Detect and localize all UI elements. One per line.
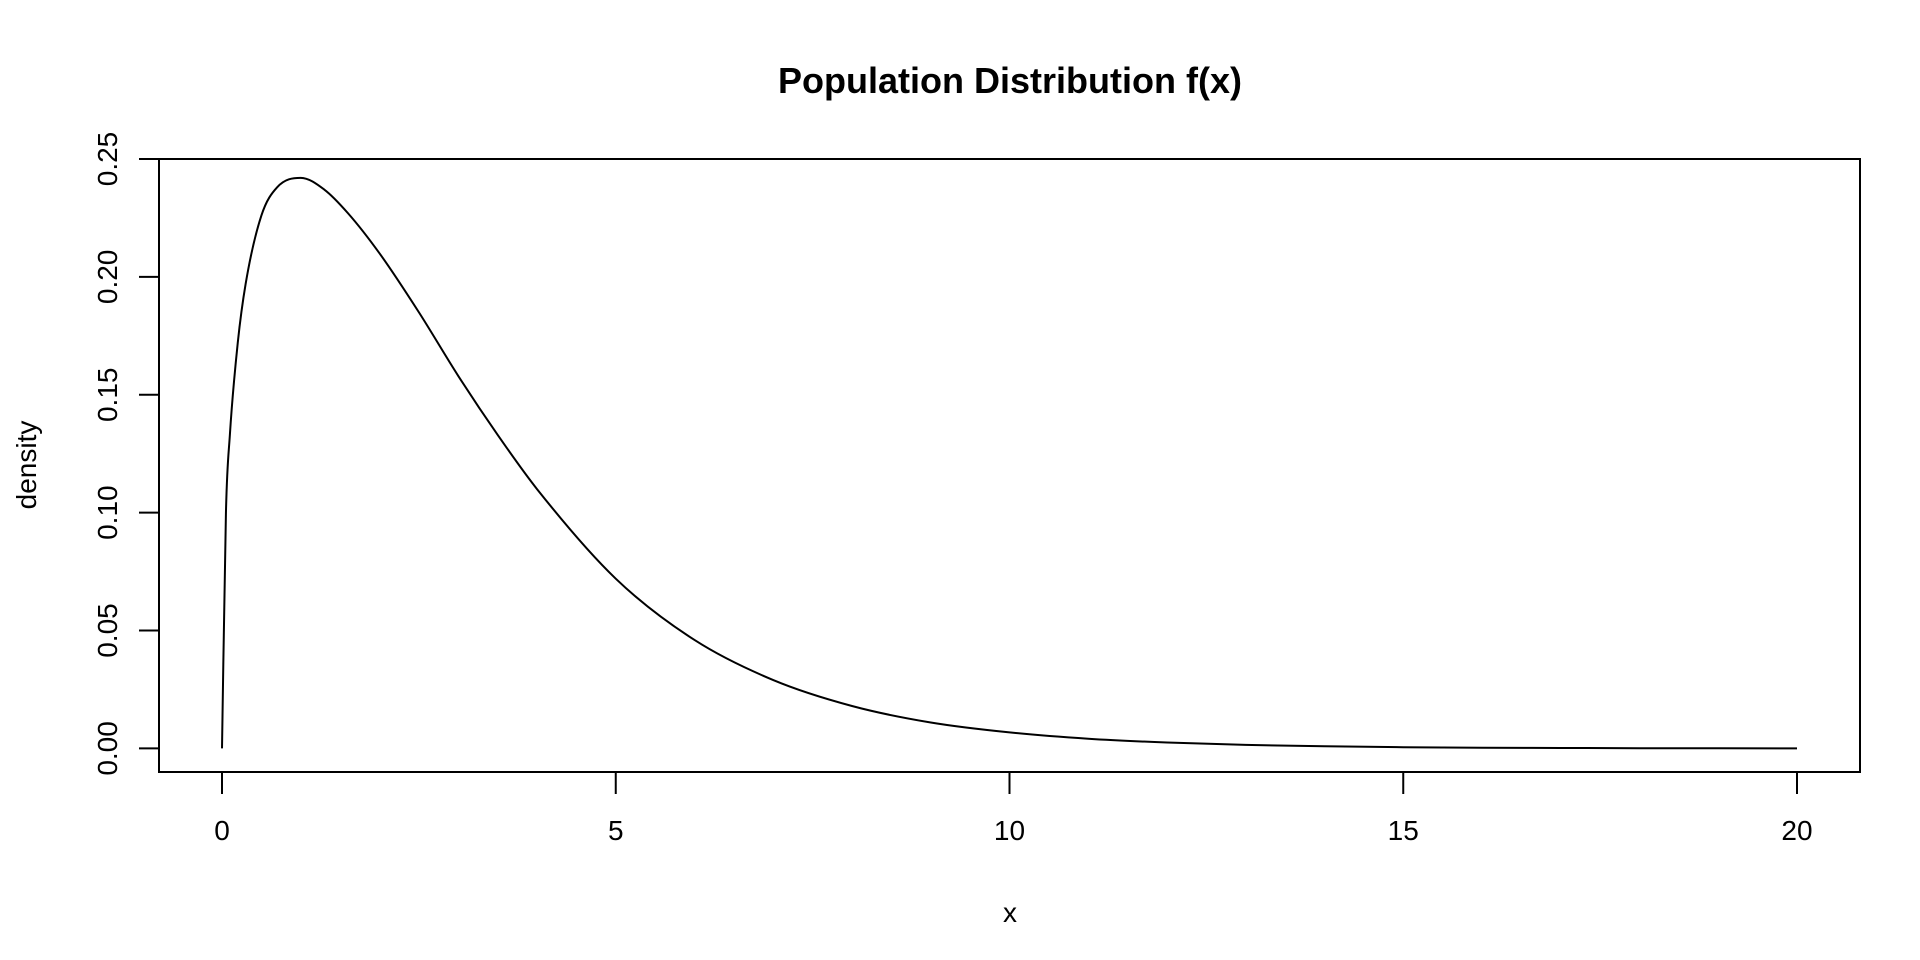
density-curve (221, 176, 1798, 750)
chart-title: Population Distribution f(x) (778, 60, 1242, 101)
plot-frame (158, 158, 1861, 773)
x-tick-label: 0 (214, 815, 230, 846)
y-axis-label: density (11, 421, 42, 510)
y-tick-label: 0.15 (92, 368, 123, 423)
y-tick-label: 0.25 (92, 132, 123, 187)
y-tick-label: 0.20 (92, 250, 123, 305)
x-tick-label: 5 (608, 815, 624, 846)
x-tick-label: 10 (994, 815, 1025, 846)
x-axis: 0 5 10 15 20 (214, 771, 1813, 846)
x-axis-label: x (1003, 897, 1017, 928)
y-tick-label: 0.05 (92, 603, 123, 658)
x-tick-label: 20 (1781, 815, 1812, 846)
x-tick-label: 15 (1388, 815, 1419, 846)
y-axis: 0.00 0.05 0.10 0.15 0.20 0.25 (92, 132, 160, 776)
y-tick-label: 0.10 (92, 485, 123, 540)
y-tick-label: 0.00 (92, 721, 123, 776)
